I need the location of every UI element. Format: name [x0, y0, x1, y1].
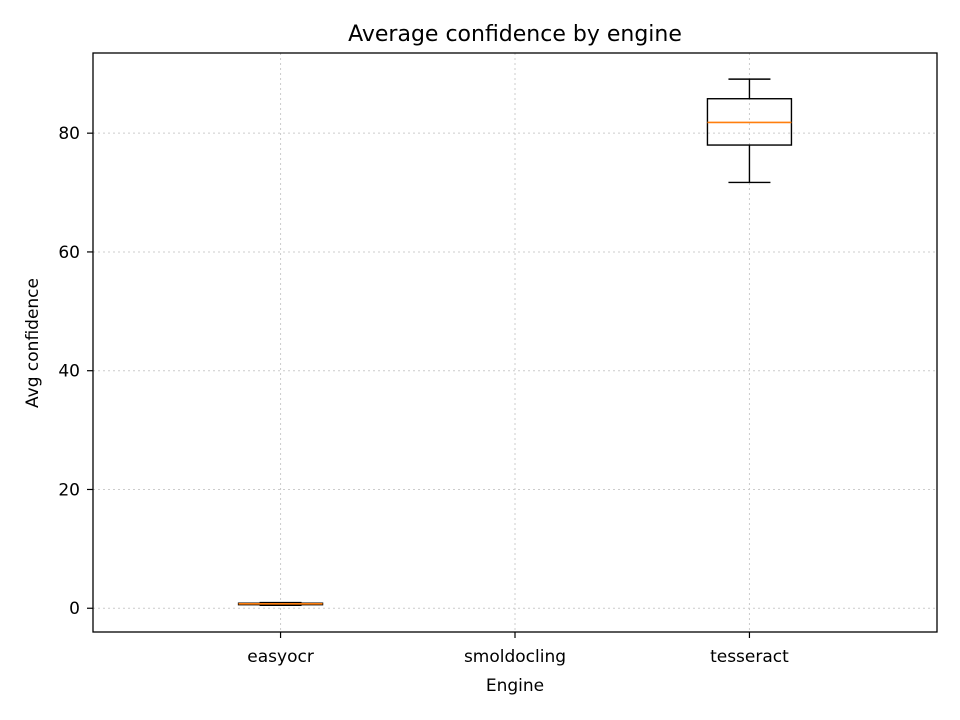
- x-axis-label: Engine: [486, 676, 544, 696]
- x-tick-label: tesseract: [710, 647, 789, 667]
- x-tick-label: easyocr: [247, 647, 314, 667]
- chart-title: Average confidence by engine: [348, 22, 682, 47]
- y-tick-label: 0: [69, 599, 80, 619]
- y-tick-label: 60: [58, 243, 80, 263]
- y-axis-label: Avg confidence: [23, 278, 43, 408]
- boxes: [237, 78, 793, 606]
- y-tick-label: 20: [58, 480, 80, 500]
- y-tick-label: 80: [58, 124, 80, 144]
- ticks: 0 20 40 60 80 easyocr smoldocling tesseract: [58, 124, 789, 667]
- x-tick-label: smoldocling: [464, 647, 566, 667]
- y-tick-label: 40: [58, 362, 80, 382]
